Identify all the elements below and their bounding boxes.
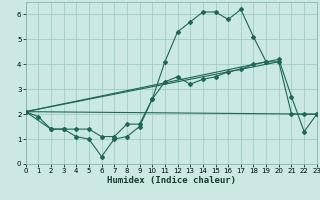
X-axis label: Humidex (Indice chaleur): Humidex (Indice chaleur)	[107, 176, 236, 185]
